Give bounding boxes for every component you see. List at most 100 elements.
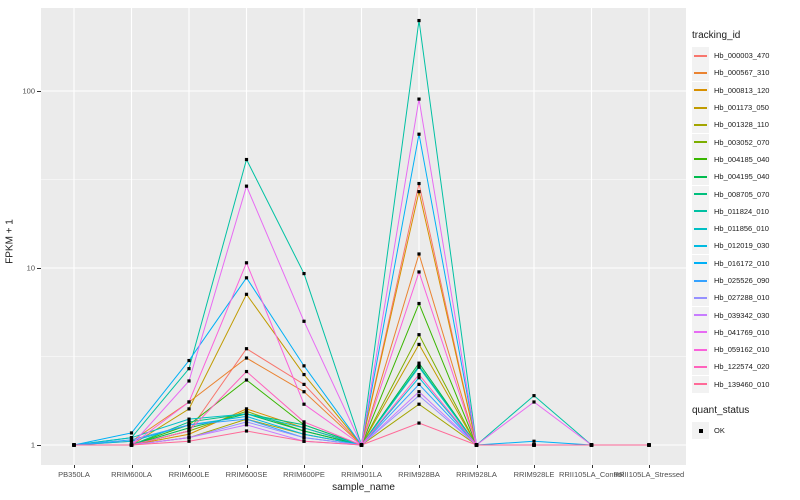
legend-key-swatch (692, 81, 709, 99)
data-point (417, 390, 421, 394)
legend-item-label: Hb_001328_110 (714, 120, 769, 130)
legend-line-icon (694, 331, 707, 334)
y-tick-mark (37, 445, 41, 446)
data-point (129, 431, 134, 435)
tracking-id-legend-title: tracking_id (692, 30, 741, 41)
legend-key-swatch (692, 237, 709, 255)
square-marker-icon (698, 428, 703, 433)
data-point (244, 429, 249, 433)
data-point (244, 347, 249, 351)
legend-item-label: Hb_027288_010 (714, 293, 770, 303)
data-point (532, 400, 536, 404)
data-point (589, 443, 594, 447)
legend-item-Hb_139460_010: Hb_139460_010 (692, 375, 798, 393)
data-point (417, 365, 421, 369)
legend-item-label: Hb_011824_010 (714, 206, 769, 216)
legend-item-label: Hb_011856_010 (714, 224, 769, 234)
legend-key-swatch (692, 220, 709, 238)
legend-item-Hb_004185_040: Hb_004185_040 (692, 150, 798, 168)
legend-line-icon (694, 123, 707, 126)
data-point (302, 429, 306, 433)
legend-line-icon (694, 365, 707, 368)
quant-status-legend-items: OK (692, 422, 798, 440)
data-point (72, 443, 76, 447)
data-point (187, 358, 191, 363)
legend-key-swatch (692, 272, 709, 289)
data-point (302, 420, 306, 424)
data-point (417, 342, 421, 347)
legend-line-icon (694, 348, 707, 351)
legend-item-label: Hb_000567_310 (714, 68, 770, 78)
data-point (417, 394, 421, 398)
x-tick-label: PB350LA (58, 470, 90, 479)
data-point (244, 157, 249, 162)
data-point (187, 407, 191, 411)
x-tick-mark (534, 465, 535, 468)
data-point (417, 97, 421, 101)
data-point (417, 301, 421, 306)
legend-item-Hb_059162_010: Hb_059162_010 (692, 341, 798, 359)
legend-key-swatch (692, 341, 709, 359)
data-point (187, 400, 191, 404)
data-point (244, 356, 249, 360)
legend-item-Hb_000003_470: Hb_000003_470 (692, 47, 798, 65)
data-point (187, 436, 191, 440)
data-point (417, 252, 421, 256)
data-point (532, 439, 536, 443)
data-point (244, 417, 249, 421)
data-point (302, 439, 306, 443)
legend-item-Hb_011856_010: Hb_011856_010 (692, 220, 798, 238)
legend-item-Hb_039342_030: Hb_039342_030 (692, 306, 798, 324)
data-point (129, 443, 134, 447)
legend-item-label: Hb_122574_020 (714, 362, 770, 372)
x-tick-label: RRIM928BA (398, 470, 440, 479)
legend-item-Hb_041769_010: Hb_041769_010 (692, 323, 798, 341)
legend-item-label: Hb_012019_030 (714, 241, 770, 251)
x-tick-label: RRII105LA_Stressed (613, 470, 685, 479)
x-tick-mark (649, 465, 650, 468)
x-tick-mark (476, 465, 478, 468)
legend-item-label: Hb_001173_050 (714, 103, 769, 113)
legend-item-Hb_008705_070: Hb_008705_070 (692, 185, 798, 203)
legend-item-label: Hb_004195_040 (714, 172, 770, 182)
plot-svg (41, 8, 686, 465)
legend-item-Hb_011824_010: Hb_011824_010 (692, 202, 798, 220)
x-tick-label: RRIM600PE (283, 470, 325, 479)
data-point (302, 402, 306, 406)
legend-item-label: Hb_003052_070 (714, 137, 770, 147)
legend-key-swatch (692, 64, 709, 82)
data-point (244, 184, 249, 188)
data-point (187, 429, 191, 433)
legend-line-icon (694, 227, 707, 230)
legend-item-label: Hb_059162_010 (714, 345, 770, 355)
data-point (187, 420, 191, 424)
x-tick-label: RRIM928LE (513, 470, 555, 479)
data-point (532, 443, 536, 447)
data-point (244, 423, 249, 427)
legend-line-icon (694, 244, 707, 247)
data-point (417, 18, 421, 23)
legend-line-icon (694, 89, 707, 92)
legend-key-swatch (692, 358, 709, 376)
data-point (417, 270, 421, 274)
x-tick-mark (189, 465, 190, 468)
legend-item-Hb_000567_310: Hb_000567_310 (692, 64, 798, 82)
quant-key-swatch (692, 422, 709, 440)
legend-item-Hb_016172_010: Hb_016172_010 (692, 254, 798, 272)
data-point (244, 292, 249, 296)
data-point (417, 181, 421, 186)
legend-line-icon (694, 296, 707, 299)
quant-status-item: OK (692, 422, 798, 440)
legend-key-swatch (692, 168, 709, 186)
legend-line-icon (694, 175, 707, 178)
data-point (244, 407, 249, 411)
data-point (187, 379, 191, 383)
x-tick-label: RRIM928LA (456, 470, 497, 479)
legend-key-swatch (692, 47, 709, 65)
data-point (244, 276, 249, 280)
x-tick-label: RRII105LA_Control (558, 470, 625, 479)
data-point (244, 369, 249, 374)
legend-line-icon (694, 106, 707, 109)
legend-item-Hb_122574_020: Hb_122574_020 (692, 358, 798, 376)
